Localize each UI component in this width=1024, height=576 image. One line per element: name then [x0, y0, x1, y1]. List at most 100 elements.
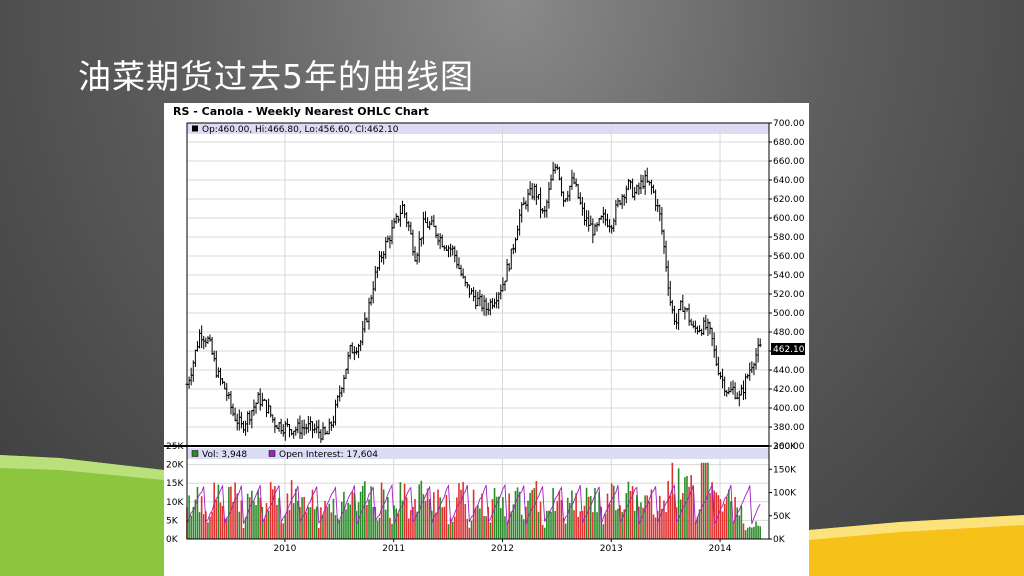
price-bar [279, 418, 283, 435]
price-bar [250, 409, 254, 429]
price-bar [557, 166, 561, 181]
price-bar [543, 205, 547, 218]
price-bar [622, 194, 626, 206]
price-bar [639, 174, 643, 195]
price-tick-label: 540.00 [773, 271, 805, 281]
price-bar [346, 351, 350, 374]
price-bar [208, 334, 212, 342]
price-bar [605, 213, 609, 228]
price-bar [400, 200, 404, 214]
price-bar [292, 430, 296, 439]
price-bar [474, 289, 478, 310]
price-bar [421, 211, 425, 245]
price-bar [371, 281, 375, 304]
price-bar [499, 284, 503, 300]
price-tick-label: 440.00 [773, 366, 805, 376]
price-bar [423, 211, 427, 224]
price-bar [723, 376, 727, 396]
price-bar [285, 418, 289, 427]
price-bar [447, 245, 451, 258]
price-bar [363, 312, 367, 333]
price-bar [248, 410, 252, 425]
price-bar [223, 381, 227, 390]
price-bar [553, 163, 557, 174]
price-bar [405, 211, 409, 228]
price-bar [595, 222, 599, 232]
price-bar [633, 187, 637, 201]
price-bar [624, 185, 628, 204]
price-bar [436, 233, 440, 246]
price-bar [658, 204, 662, 222]
price-bar [758, 338, 762, 348]
price-bar [716, 356, 720, 376]
price-bar [290, 429, 294, 436]
price-bar [321, 422, 325, 441]
price-bar [549, 174, 553, 190]
decoration-green-wave [0, 455, 164, 576]
price-bar [373, 266, 377, 292]
price-bar [457, 257, 461, 270]
price-tick-label: 360.00 [773, 442, 805, 452]
price-bar [618, 199, 622, 206]
price-bar [264, 399, 268, 418]
price-bar [413, 246, 417, 262]
price-tick-label: 620.00 [773, 195, 805, 205]
price-bar [258, 388, 262, 411]
price-bar [710, 327, 714, 347]
price-bar [480, 293, 484, 312]
volume-left-tick-label: 20K [166, 461, 184, 471]
price-bar [206, 335, 210, 344]
price-bar [582, 202, 586, 226]
price-bar [534, 183, 538, 205]
price-bar [327, 418, 331, 435]
price-bar [478, 289, 482, 307]
price-bar [382, 251, 386, 265]
price-bar [244, 420, 248, 436]
price-bar [591, 218, 595, 244]
volume-plot-frame [186, 445, 770, 540]
price-tick-label: 580.00 [773, 233, 805, 243]
price-bar [308, 416, 312, 431]
volume-info-label: Vol: 3,948 [202, 450, 247, 460]
price-bar [398, 205, 402, 227]
price-bar [629, 180, 633, 190]
price-bar [212, 350, 216, 362]
price-bar [539, 187, 543, 219]
price-bar [746, 373, 750, 379]
price-bar [453, 246, 457, 263]
price-tick-label: 700.00 [773, 119, 805, 129]
price-bar [455, 250, 459, 269]
x-tick-label: 2012 [491, 544, 514, 554]
price-bar [300, 420, 304, 440]
volume-left-tick-label: 5K [166, 516, 179, 526]
price-bar [580, 196, 584, 216]
price-bar [729, 381, 733, 393]
chart-title: RS - Canola - Weekly Nearest OHLC Chart [173, 105, 429, 118]
price-bar [294, 426, 298, 436]
price-tick-label: 420.00 [773, 385, 805, 395]
price-plot-frame [186, 122, 770, 447]
price-bar [576, 184, 580, 199]
price-bar [677, 308, 681, 331]
price-bar [415, 252, 419, 265]
x-tick-label: 2011 [382, 544, 405, 554]
price-bar [672, 305, 676, 325]
price-bar [256, 392, 260, 404]
price-bar [210, 337, 214, 355]
price-bar [191, 360, 195, 382]
price-bar [756, 337, 760, 363]
price-bar [306, 415, 310, 433]
price-bar [687, 303, 691, 326]
price-bar [721, 368, 725, 389]
price-bar [744, 373, 748, 400]
price-bar [260, 392, 264, 407]
price-bar [394, 213, 398, 224]
price-bar [369, 295, 373, 306]
price-bar [304, 423, 308, 435]
price-bar [603, 209, 607, 226]
price-tick-label: 680.00 [773, 138, 805, 148]
price-bar [647, 180, 651, 186]
price-bar [246, 411, 250, 433]
ohlc-info-square-icon [192, 125, 198, 132]
